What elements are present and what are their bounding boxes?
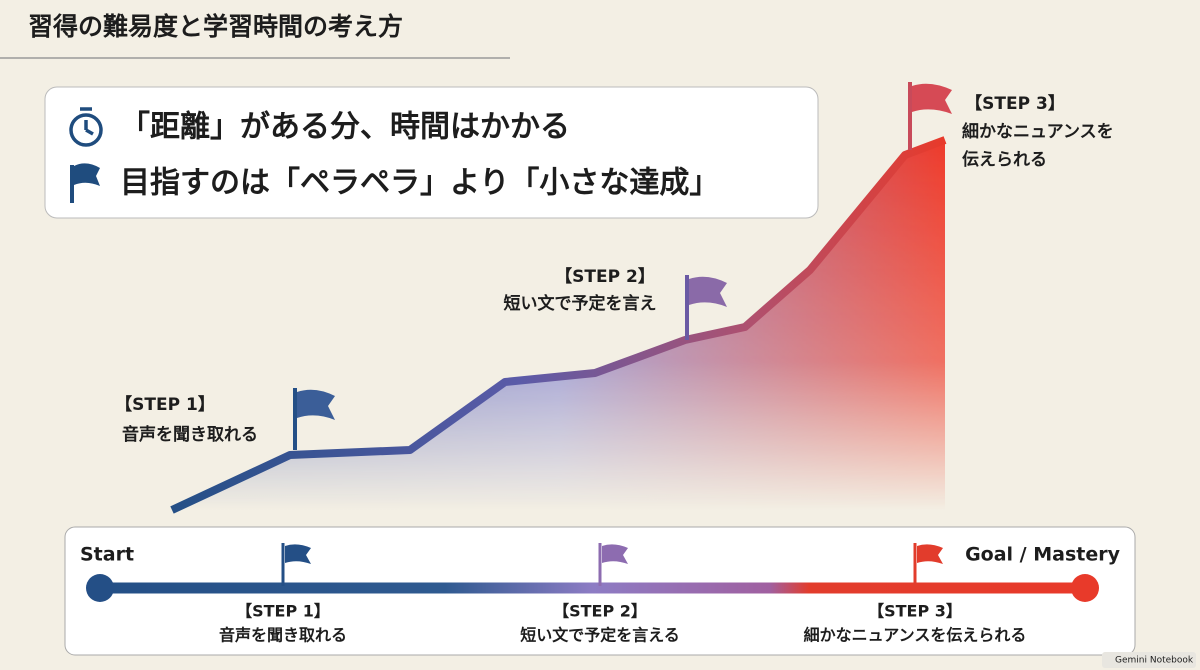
timeline-flag: [913, 543, 943, 586]
timeline-step-label: 【STEP 2】: [553, 602, 647, 621]
timeline-flag: [598, 543, 628, 586]
watermark-box: [1102, 652, 1196, 668]
timeline-step-label: 【STEP 1】: [236, 602, 330, 621]
timeline-end-dot: [1071, 574, 1099, 602]
step-flag: [685, 275, 727, 340]
callout-line: 目指すのは「ペラペラ」より「小さな達成」: [120, 166, 719, 201]
callout-box: [44, 86, 819, 219]
timeline-step-text: 音声を聞き取れる: [219, 626, 347, 645]
flag-icon: [70, 163, 100, 203]
step-flag: [293, 388, 335, 450]
step-text: 短い文で予定を言え: [504, 293, 657, 314]
step-text: 細かなニュアンスを: [962, 121, 1114, 142]
stopwatch-icon: [69, 107, 103, 147]
step-label: 【STEP 1】: [115, 394, 215, 415]
timeline-end: Goal / Mastery: [965, 544, 1121, 566]
step-label: 【STEP 3】: [965, 93, 1065, 114]
timeline-step-label: 【STEP 3】: [868, 602, 962, 621]
growth-line: [170, 136, 947, 514]
step-text: 伝えられる: [962, 149, 1047, 170]
title: 習得の難易度と学習時間の考え方: [28, 12, 403, 41]
timeline-step-text: 短い文で予定を言える: [520, 626, 680, 645]
watermark: Gemini Notebook: [1115, 656, 1194, 666]
timeline-start-dot: [86, 574, 114, 602]
timeline-start: Start: [80, 544, 134, 566]
callout-line: 「距離」がある分、時間はかかる: [120, 110, 570, 145]
step-label: 【STEP 2】: [555, 266, 655, 287]
step-text: 音声を聞き取れる: [122, 424, 258, 445]
timeline-flag: [281, 543, 311, 586]
timeline-step-text: 細かなニュアンスを伝えられる: [804, 626, 1027, 645]
step-flag: [908, 82, 952, 150]
growth-area: [172, 140, 945, 510]
